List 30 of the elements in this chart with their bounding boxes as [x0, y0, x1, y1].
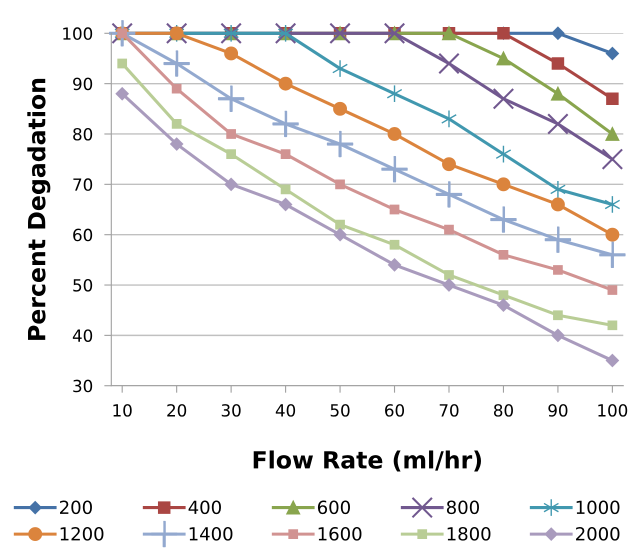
y-tick-label: 80: [73, 128, 92, 141]
y-tick-label: 30: [73, 380, 92, 392]
legend-label: 800: [446, 500, 479, 514]
y-axis-title: Percent Degadation: [27, 78, 50, 340]
x-tick-label: 90: [548, 404, 568, 417]
x-tick-label: 70: [440, 404, 458, 417]
legend-label: 1800: [448, 527, 490, 541]
x-tick-label: 100: [598, 404, 628, 417]
legend-label: 1400: [190, 527, 232, 541]
x-tick-label: 60: [385, 404, 404, 417]
y-tick-label: 100: [63, 27, 92, 40]
legend-label: 200: [60, 500, 92, 514]
y-tick-label: 70: [73, 178, 92, 191]
y-tick-label: 50: [73, 278, 92, 292]
legend-label: 1000: [576, 500, 620, 514]
legend-label: 2000: [576, 527, 620, 541]
x-tick-label: 10: [113, 404, 132, 417]
y-tick-label: 90: [73, 78, 92, 90]
x-tick-label: 30: [222, 404, 241, 417]
x-tick-label: 20: [167, 404, 186, 417]
y-tick-label: 40: [72, 329, 92, 342]
legend-label: 1200: [60, 527, 104, 541]
legend-label: 600: [318, 500, 350, 514]
legend-label: 400: [188, 500, 221, 514]
y-tick-label: 60: [73, 228, 92, 242]
legend-label: 1600: [318, 527, 362, 541]
x-tick-label: 50: [330, 404, 350, 417]
x-axis-title: Flow Rate (ml/hr): [254, 450, 481, 472]
x-tick-label: 80: [494, 404, 513, 417]
x-tick-label: 40: [276, 404, 296, 417]
